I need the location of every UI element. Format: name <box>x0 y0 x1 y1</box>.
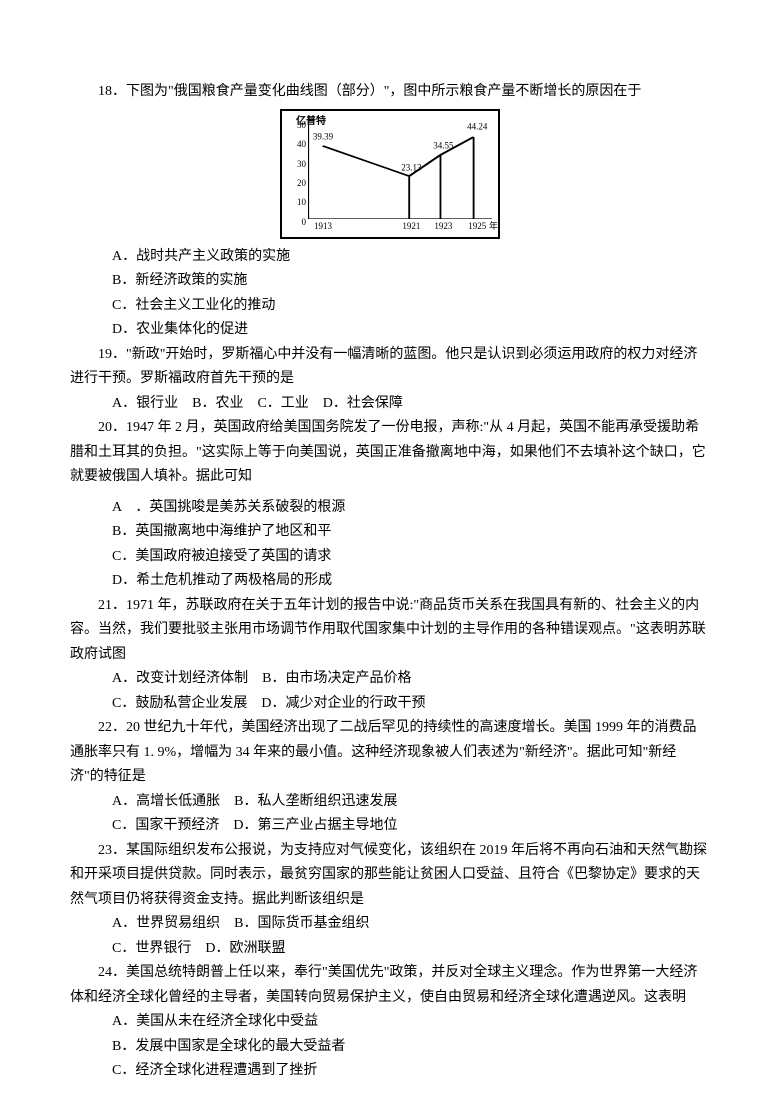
exam-page: 18．下图为"俄国粮食产量变化曲线图（部分）"，图中所示粮食产量不断增长的原因在… <box>0 0 780 1103</box>
q22-options-1: A．高增长低通胀 B．私人垄断组织迅速发展 <box>70 790 710 815</box>
q19-stem: 19．"新政"开始时，罗斯福心中并没有一幅清晰的蓝图。他只是认识到必须运用政府的… <box>70 343 710 392</box>
q18-option-d: D．农业集体化的促进 <box>70 318 710 343</box>
q24-option-a: A．美国从未在经济全球化中受益 <box>70 1010 710 1035</box>
q20-option-a: A ．英国挑唆是美苏关系破裂的根源 <box>70 496 710 521</box>
q24-option-b: B．发展中国家是全球化的最大受益者 <box>70 1035 710 1060</box>
q20-stem: 20．1947 年 2 月，英国政府给美国国务院发了一份电报，声称:"从 4 月… <box>70 416 710 490</box>
q22-options-2: C．国家干预经济 D．第三产业占据主导地位 <box>70 814 710 839</box>
chart-y-tick: 50 <box>284 118 306 134</box>
q18-option-b: B．新经济政策的实施 <box>70 269 710 294</box>
chart-x-tick: 1913 <box>314 219 332 235</box>
q21-stem: 21．1971 年，苏联政府在关于五年计划的报告中说:"商品货币关系在我国具有新… <box>70 594 710 668</box>
q18-option-c: C．社会主义工业化的推动 <box>70 294 710 319</box>
q22-stem: 22．20 世纪九十年代，美国经济出现了二战后罕见的持续性的高速度增长。美国 1… <box>70 716 710 790</box>
q18-option-a: A．战时共产主义政策的实施 <box>70 245 710 270</box>
q18-chart-container: 亿普特 01020304050191319211923192539.3923.1… <box>70 109 710 239</box>
q24-option-c: C．经济全球化进程遭遇到了挫折 <box>70 1059 710 1084</box>
q24-stem: 24．美国总统特朗普上任以来，奉行"美国优先"政策，并反对全球主义理念。作为世界… <box>70 961 710 1010</box>
chart-y-tick: 20 <box>284 176 306 192</box>
chart-svg <box>308 117 492 219</box>
chart-value-label: 34.55 <box>433 138 453 154</box>
q20-option-b: B．英国撤离地中海维护了地区和平 <box>70 520 710 545</box>
grain-chart: 亿普特 01020304050191319211923192539.3923.1… <box>280 109 500 239</box>
q20-option-c: C．美国政府被迫接受了英国的请求 <box>70 545 710 570</box>
q23-options-2: C．世界银行 D．欧洲联盟 <box>70 937 710 962</box>
chart-x-tick: 1923 <box>434 219 452 235</box>
chart-value-label: 23.13 <box>401 160 421 176</box>
q19-options: A．银行业 B．农业 C．工业 D．社会保障 <box>70 392 710 417</box>
q18-stem: 18．下图为"俄国粮食产量变化曲线图（部分）"，图中所示粮食产量不断增长的原因在… <box>70 80 710 105</box>
chart-x-tick: 1925 <box>468 219 486 235</box>
q21-options-1: A．改变计划经济体制 B．由市场决定产品价格 <box>70 667 710 692</box>
chart-y-tick: 0 <box>284 215 306 231</box>
chart-y-tick: 40 <box>284 138 306 154</box>
chart-value-label: 39.39 <box>313 129 333 145</box>
chart-y-tick: 30 <box>284 157 306 173</box>
chart-plot-area <box>308 117 492 219</box>
q20-option-d: D．希土危机推动了两极格局的形成 <box>70 569 710 594</box>
q23-stem: 23．某国际组织发布公报说，为支持应对气候变化，该组织在 2019 年后将不再向… <box>70 839 710 913</box>
q23-options-1: A．世界贸易组织 B．国际货币基金组织 <box>70 912 710 937</box>
chart-x-tick: 1921 <box>402 219 420 235</box>
chart-x-unit: 年 <box>489 219 498 235</box>
chart-y-tick: 10 <box>284 195 306 211</box>
chart-value-label: 44.24 <box>467 119 487 135</box>
q21-options-2: C．鼓励私营企业发展 D．减少对企业的行政干预 <box>70 692 710 717</box>
